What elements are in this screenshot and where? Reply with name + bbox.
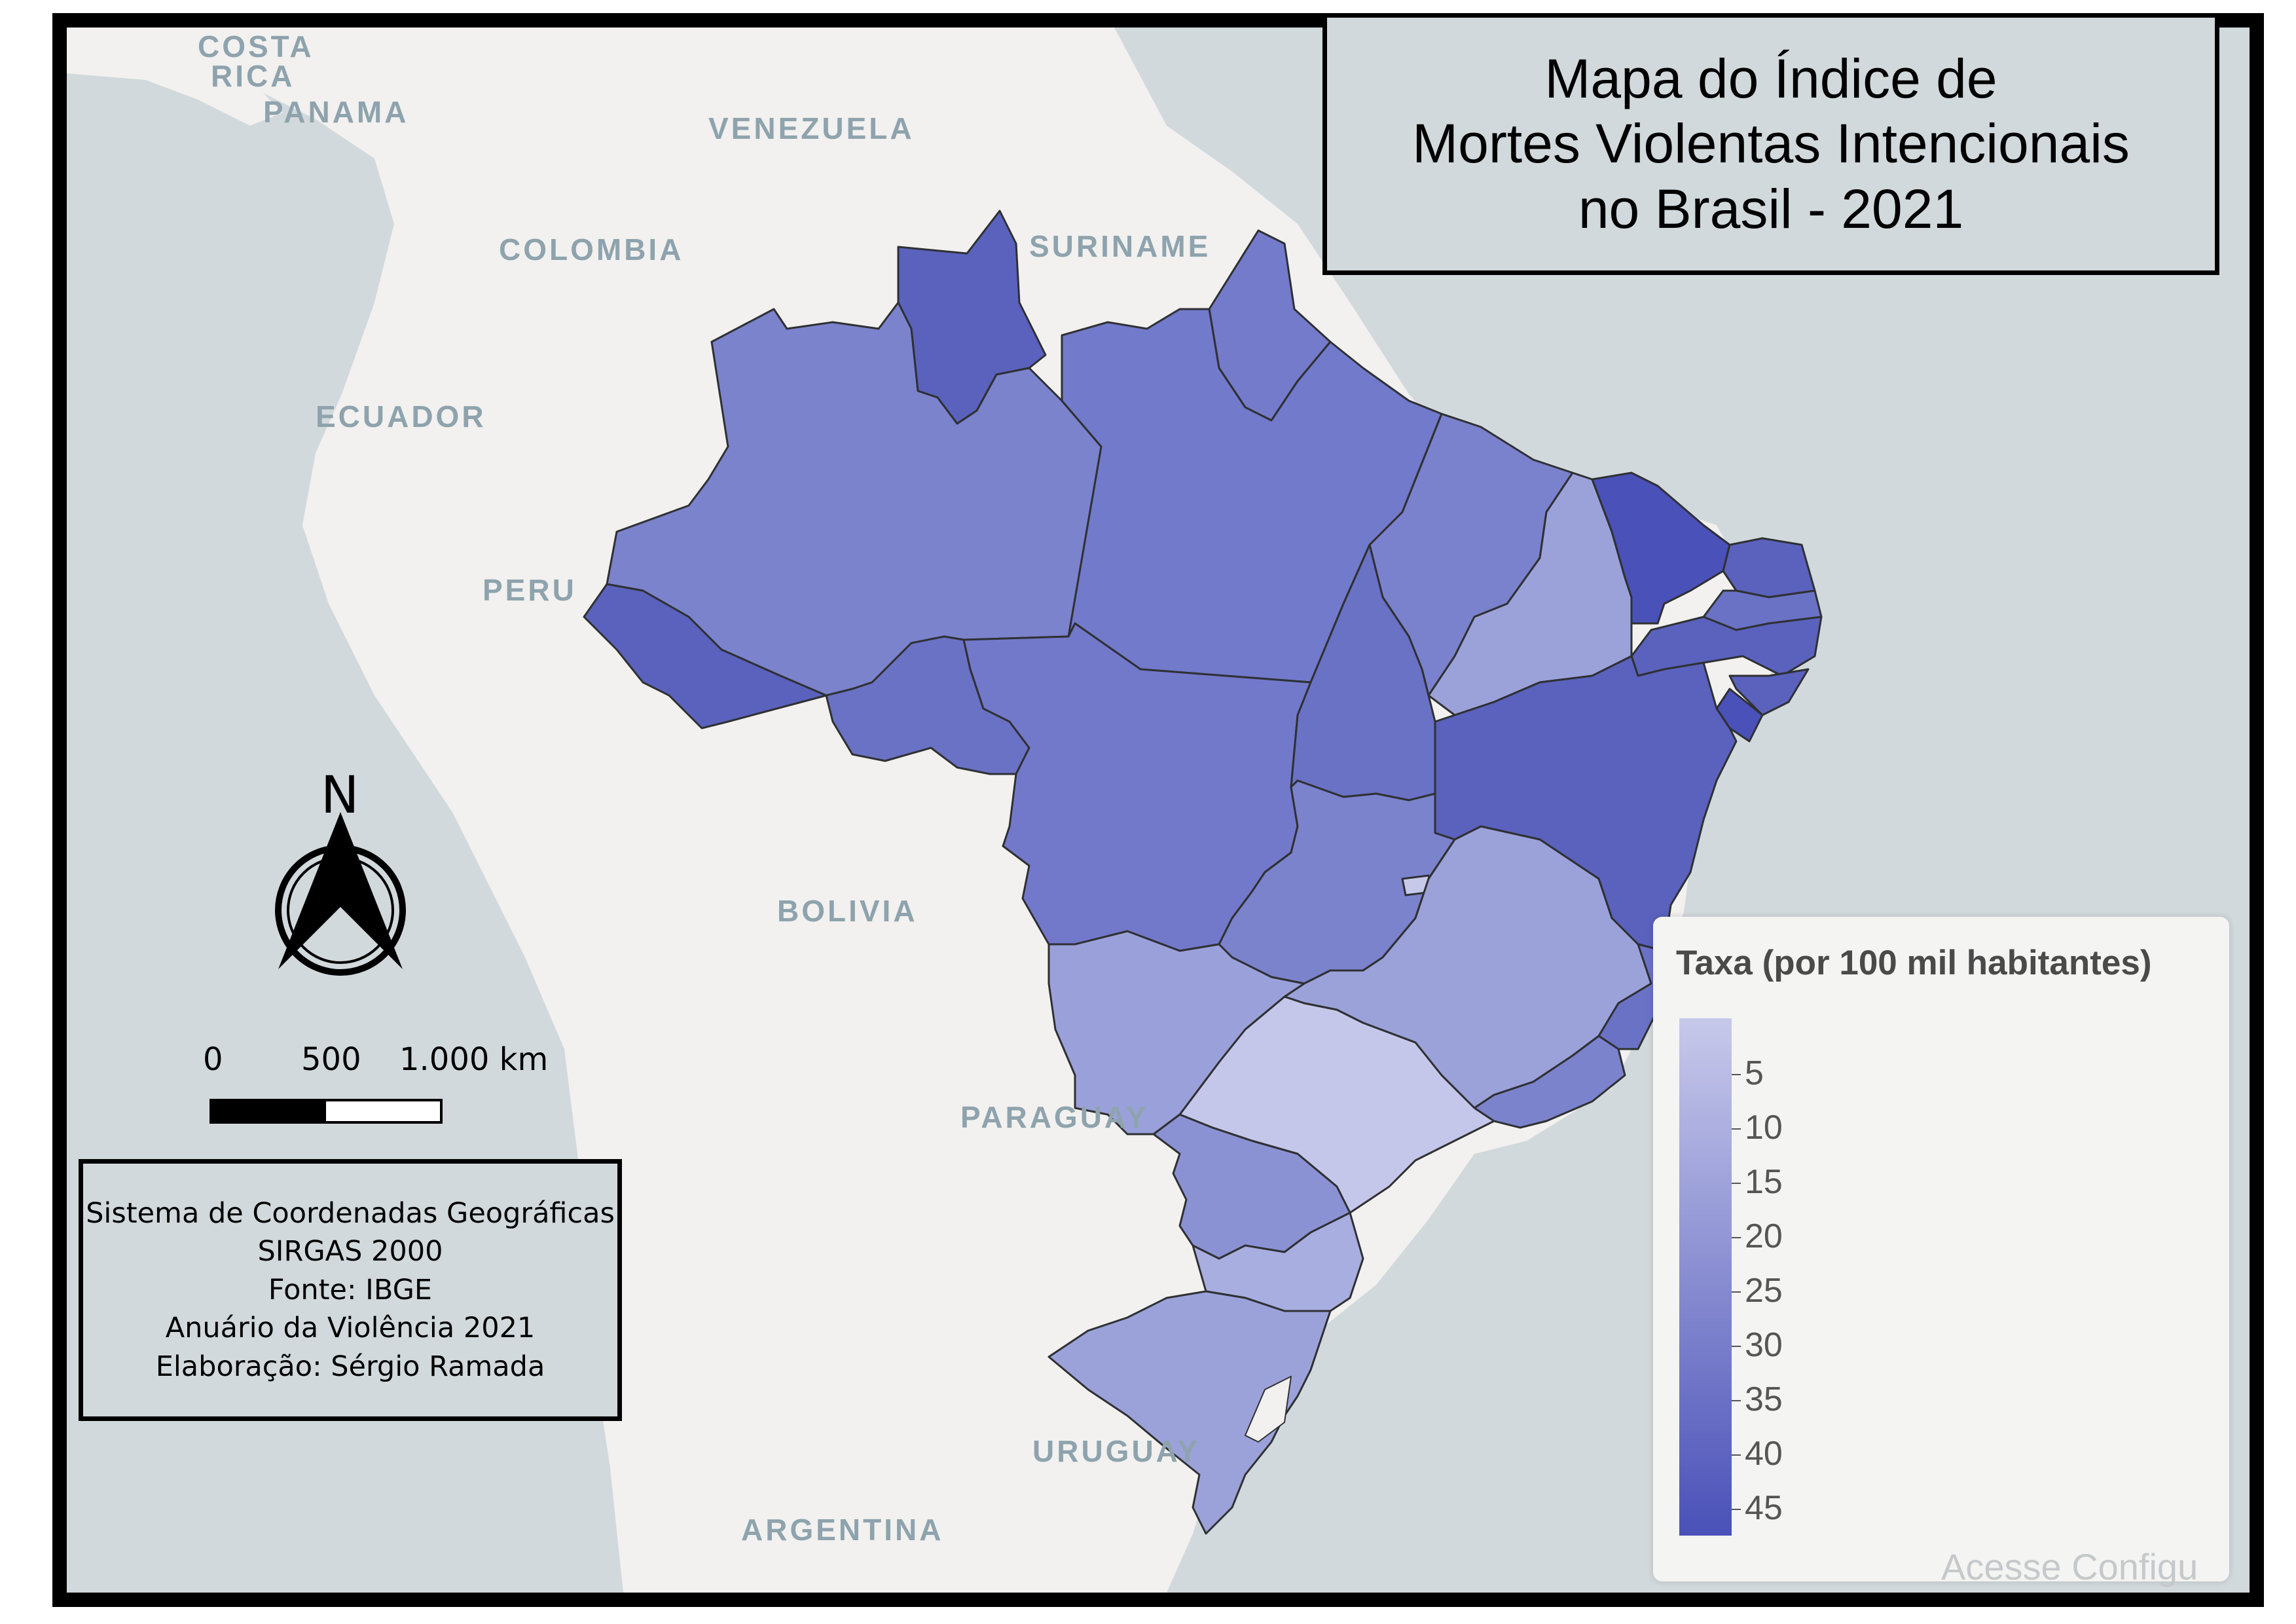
state-alagoas bbox=[1728, 668, 1810, 716]
legend-tick-mark bbox=[1732, 1291, 1741, 1293]
info-source: Fonte: IBGE bbox=[268, 1273, 433, 1306]
legend-tick-mark bbox=[1732, 1454, 1741, 1456]
label-peru: PERU bbox=[483, 573, 577, 607]
scale-bar-graphic bbox=[210, 1099, 443, 1124]
state-rio-de-janeiro bbox=[1473, 1035, 1626, 1129]
legend-tick-mark bbox=[1732, 1128, 1741, 1130]
watermark-text: Acesse Configu bbox=[1941, 1546, 2198, 1587]
label-paraguay: PARAGUAY bbox=[960, 1100, 1149, 1134]
metadata-box: Sistema de Coordenadas Geográficas SIRGA… bbox=[79, 1159, 622, 1421]
legend-tick-mark bbox=[1732, 1183, 1741, 1184]
legend-tick-mark bbox=[1732, 1346, 1741, 1347]
info-yearbook: Anuário da Violência 2021 bbox=[165, 1312, 536, 1345]
legend-tick-label: 40 bbox=[1745, 1435, 1783, 1473]
info-crs: Sistema de Coordenadas Geográficas bbox=[86, 1196, 615, 1230]
legend-tick-label: 15 bbox=[1745, 1163, 1783, 1201]
state-mato-grosso-do-sul bbox=[1048, 930, 1305, 1135]
scale-label-1000: 1.000 km bbox=[399, 1041, 549, 1078]
label-colombia: COLOMBIA bbox=[499, 232, 683, 267]
state-acre bbox=[583, 583, 828, 729]
label-bolivia: BOLIVIA bbox=[777, 894, 918, 928]
label-argentina: ARGENTINA bbox=[741, 1513, 943, 1547]
legend-tick-mark bbox=[1732, 1074, 1741, 1075]
info-author: Elaboração: Sérgio Ramada bbox=[155, 1350, 545, 1383]
map-title-line-1: Mapa do Índice de bbox=[1544, 48, 1997, 110]
label-uruguay: URUGUAY bbox=[1032, 1434, 1200, 1468]
legend-panel: Taxa (por 100 mil habitantes) 5 10 15 20… bbox=[1653, 917, 2229, 1581]
scale-bar-segment bbox=[212, 1101, 326, 1121]
scale-bar: 0 500 1.000 km bbox=[196, 1041, 548, 1124]
label-suriname: SURINAME bbox=[1029, 229, 1211, 263]
legend-tick-mark bbox=[1732, 1237, 1741, 1238]
legend-color-bar bbox=[1679, 1018, 1732, 1536]
state-ceara bbox=[1591, 471, 1731, 625]
scale-label-0: 0 bbox=[203, 1041, 223, 1078]
map-title-box: Mapa do Índice de Mortes Violentas Inten… bbox=[1322, 13, 2219, 275]
state-sergipe bbox=[1715, 688, 1764, 743]
legend-tick-label: 35 bbox=[1745, 1380, 1783, 1418]
legend-tick-label: 45 bbox=[1745, 1489, 1783, 1527]
legend-tick-label: 25 bbox=[1745, 1272, 1783, 1310]
scale-label-500: 500 bbox=[301, 1041, 361, 1078]
legend-tick-label: 20 bbox=[1745, 1217, 1783, 1255]
legend-tick-label: 5 bbox=[1745, 1054, 1764, 1092]
lagoa-dos-patos bbox=[1245, 1376, 1292, 1443]
label-ecuador: ECUADOR bbox=[316, 399, 486, 434]
legend-tick-mark bbox=[1732, 1509, 1741, 1510]
north-letter: N bbox=[321, 766, 359, 825]
map-title-line-3: no Brasil - 2021 bbox=[1578, 177, 1964, 240]
state-rio-grande-do-sul bbox=[1048, 1290, 1332, 1535]
label-costa-rica: COSTA bbox=[198, 29, 314, 64]
label-costa-rica-2: RICA bbox=[211, 59, 295, 93]
legend-title: Taxa (por 100 mil habitantes) bbox=[1676, 944, 2152, 982]
legend-tick-label: 10 bbox=[1745, 1109, 1783, 1147]
state-rio-grande-do-norte bbox=[1722, 537, 1816, 599]
map-title-line-2: Mortes Violentas Intencionais bbox=[1412, 113, 2130, 175]
label-venezuela: VENEZUELA bbox=[708, 111, 915, 145]
central-america-land bbox=[67, 28, 283, 126]
legend-tick-mark bbox=[1732, 1400, 1741, 1401]
north-arrow: N bbox=[265, 766, 416, 976]
legend-tick-label: 30 bbox=[1745, 1326, 1783, 1364]
info-datum: SIRGAS 2000 bbox=[257, 1235, 443, 1268]
label-panama: PANAMA bbox=[263, 95, 409, 129]
north-arrow-icon bbox=[275, 812, 406, 976]
